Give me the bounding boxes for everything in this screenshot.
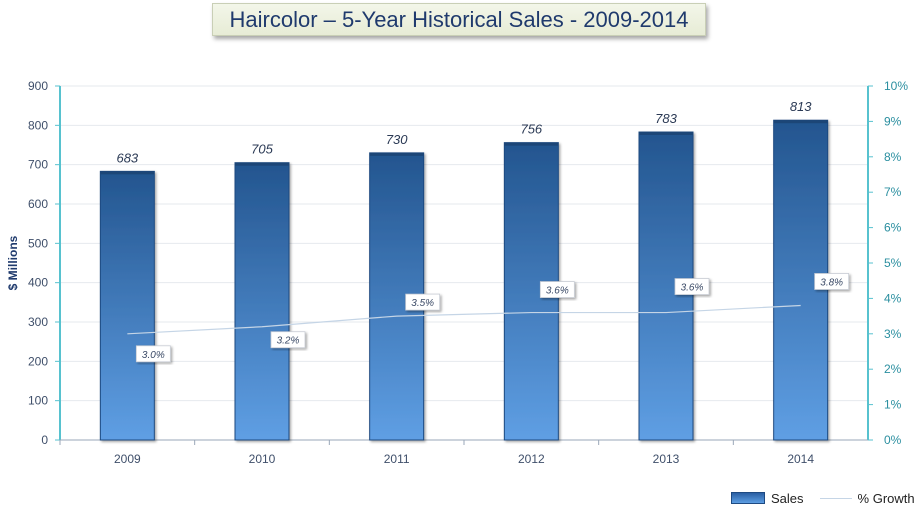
growth-label-box: [405, 293, 441, 311]
y2-tick-label: 2%: [884, 362, 902, 376]
growth-data-label: 3.5%: [405, 293, 441, 311]
x-tick-label: 2011: [384, 452, 410, 466]
y-tick-label: 500: [28, 236, 48, 250]
legend-sales-label: Sales: [771, 490, 804, 506]
sales-bar-cap: [504, 142, 559, 146]
x-tick-label: 2013: [653, 452, 680, 466]
sales-data-label: 813: [790, 99, 812, 114]
y-tick-label: 200: [28, 354, 48, 368]
bar-series: [99, 119, 829, 441]
growth-label-box: [814, 273, 850, 290]
growth-label-text: 3.8%: [820, 277, 843, 288]
growth-label-text: 3.6%: [681, 283, 704, 294]
gridlines: [60, 85, 868, 402]
y2-tick-label: 3%: [884, 327, 902, 341]
growth-data-label: 3.6%: [674, 278, 710, 295]
sales-data-label: 756: [520, 122, 542, 137]
y-tick-label: 700: [28, 158, 48, 172]
sales-bar-cap: [235, 162, 289, 166]
legend-growth-swatch: [819, 497, 852, 499]
growth-label-text: 3.6%: [546, 286, 569, 297]
sales-data-label: 730: [386, 132, 408, 147]
y-tick-label: 300: [28, 315, 48, 329]
growth-data-label: 3.2%: [270, 331, 306, 349]
x-tick-label: 2010: [249, 452, 276, 466]
sales-bar-cap: [639, 132, 693, 136]
y2-tick-label: 9%: [884, 114, 902, 128]
growth-data-label: 3.0%: [135, 345, 171, 363]
chart-title: Haircolor – 5-Year Historical Sales - 20…: [229, 6, 689, 32]
growth-data-label: 3.6%: [539, 281, 575, 298]
sales-data-label: 783: [655, 111, 677, 126]
y-tick-label: 600: [28, 197, 48, 211]
y-tick-label: 400: [28, 276, 48, 290]
sales-bar: [234, 162, 290, 441]
legend-sales-swatch: [731, 492, 765, 504]
sales-bar-cap: [773, 120, 828, 124]
y2-tick-label: 10%: [884, 79, 908, 93]
growth-label-box: [539, 281, 575, 298]
axes: 0 100 200 300 400 500 600 700 800 900 0% 1% 2% 3% 4% 5%…: [6, 79, 908, 466]
y-tick-label: 800: [28, 118, 48, 132]
chart-title-box: Haircolor – 5-Year Historical Sales - 20…: [212, 3, 706, 36]
growth-label-text: 3.0%: [142, 350, 165, 361]
y-tick-label: 900: [28, 79, 48, 93]
sales-bar: [99, 170, 155, 441]
growth-data-label: 3.8%: [814, 273, 850, 290]
sales-bar-cap: [369, 152, 424, 156]
chart-legend: Sales % Growth: [731, 489, 915, 507]
sales-bar-cap: [100, 171, 155, 175]
growth-line: [127, 304, 801, 335]
y2-tick-label: 6%: [884, 221, 902, 235]
y-tick-label: 100: [28, 394, 48, 408]
growth-label-box: [135, 345, 171, 363]
growth-line-series: [127, 304, 801, 335]
x-tick-label: 2009: [114, 452, 141, 466]
y-axis-title: $ Millions: [6, 235, 20, 290]
y2-tick-label: 8%: [884, 150, 902, 164]
legend-growth-label: % Growth: [857, 490, 915, 506]
sales-data-label: 705: [251, 142, 273, 157]
growth-label-box: [674, 278, 710, 295]
y2-tick-label: 4%: [884, 291, 902, 305]
y2-tick-label: 0%: [884, 433, 902, 447]
x-tick-label: 2012: [518, 452, 545, 466]
growth-label-text: 3.2%: [277, 336, 300, 347]
x-tick-label: 2014: [787, 452, 814, 466]
y2-tick-label: 1%: [884, 398, 902, 412]
sales-data-label: 683: [116, 150, 138, 165]
y2-tick-label: 5%: [884, 256, 902, 270]
growth-label-box: [270, 331, 306, 349]
y-tick-label: 0: [41, 433, 48, 447]
y2-tick-label: 7%: [884, 185, 902, 199]
data-labels: 683 705 730 756 783 813 3.0% 3.2% 3.5% 3.6% 3.6% 3.…: [116, 99, 850, 363]
growth-label-text: 3.5%: [411, 298, 434, 309]
